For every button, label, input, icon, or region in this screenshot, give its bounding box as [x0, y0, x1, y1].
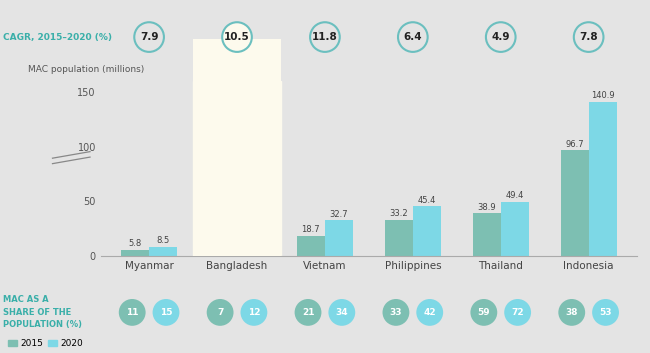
- Text: 42: 42: [423, 308, 436, 317]
- Text: 5.8: 5.8: [129, 239, 142, 248]
- Bar: [385, 220, 413, 256]
- Bar: [297, 235, 325, 256]
- Text: MAC AS A
SHARE OF THE
POPULATION (%): MAC AS A SHARE OF THE POPULATION (%): [3, 295, 83, 329]
- Text: 96.7: 96.7: [566, 140, 584, 149]
- Text: CAGR, 2015–2020 (%): CAGR, 2015–2020 (%): [3, 32, 112, 42]
- Text: 32.7: 32.7: [330, 210, 348, 219]
- Bar: [193, 81, 281, 256]
- Text: 72: 72: [512, 308, 524, 317]
- Text: 49.4: 49.4: [506, 191, 524, 201]
- Text: 59: 59: [478, 308, 490, 317]
- Text: 33: 33: [390, 308, 402, 317]
- Text: 7.9: 7.9: [140, 32, 159, 42]
- Text: 11.8: 11.8: [312, 32, 338, 42]
- Text: 38: 38: [566, 308, 578, 317]
- Bar: [500, 202, 529, 256]
- Text: 34: 34: [335, 308, 348, 317]
- Bar: [209, 243, 237, 256]
- Text: 18.7: 18.7: [302, 225, 320, 234]
- Bar: [413, 207, 441, 256]
- Text: 7.8: 7.8: [579, 32, 598, 42]
- Text: 8.5: 8.5: [157, 236, 170, 245]
- Text: 53: 53: [599, 308, 612, 317]
- Text: 12: 12: [248, 308, 260, 317]
- Text: 11.7: 11.7: [214, 233, 232, 241]
- FancyBboxPatch shape: [47, 152, 96, 163]
- Text: 19.3: 19.3: [242, 224, 261, 233]
- Text: 38.9: 38.9: [477, 203, 496, 212]
- Text: 4.9: 4.9: [491, 32, 510, 42]
- Bar: [237, 235, 265, 256]
- Legend: 2015, 2020: 2015, 2020: [8, 340, 83, 348]
- Text: MAC population (millions): MAC population (millions): [29, 65, 144, 74]
- Text: 21: 21: [302, 308, 314, 317]
- Text: 45.4: 45.4: [418, 196, 436, 205]
- Bar: [149, 247, 177, 256]
- Text: 6.4: 6.4: [404, 32, 422, 42]
- Text: 140.9: 140.9: [591, 91, 614, 100]
- Text: 10.5: 10.5: [224, 32, 250, 42]
- Bar: [589, 102, 617, 256]
- Text: 33.2: 33.2: [389, 209, 408, 218]
- Bar: [560, 150, 589, 256]
- Text: 15: 15: [160, 308, 172, 317]
- Bar: [325, 220, 353, 256]
- Text: 11: 11: [126, 308, 138, 317]
- Text: 7: 7: [217, 308, 224, 317]
- Bar: [121, 250, 149, 256]
- Bar: [473, 214, 501, 256]
